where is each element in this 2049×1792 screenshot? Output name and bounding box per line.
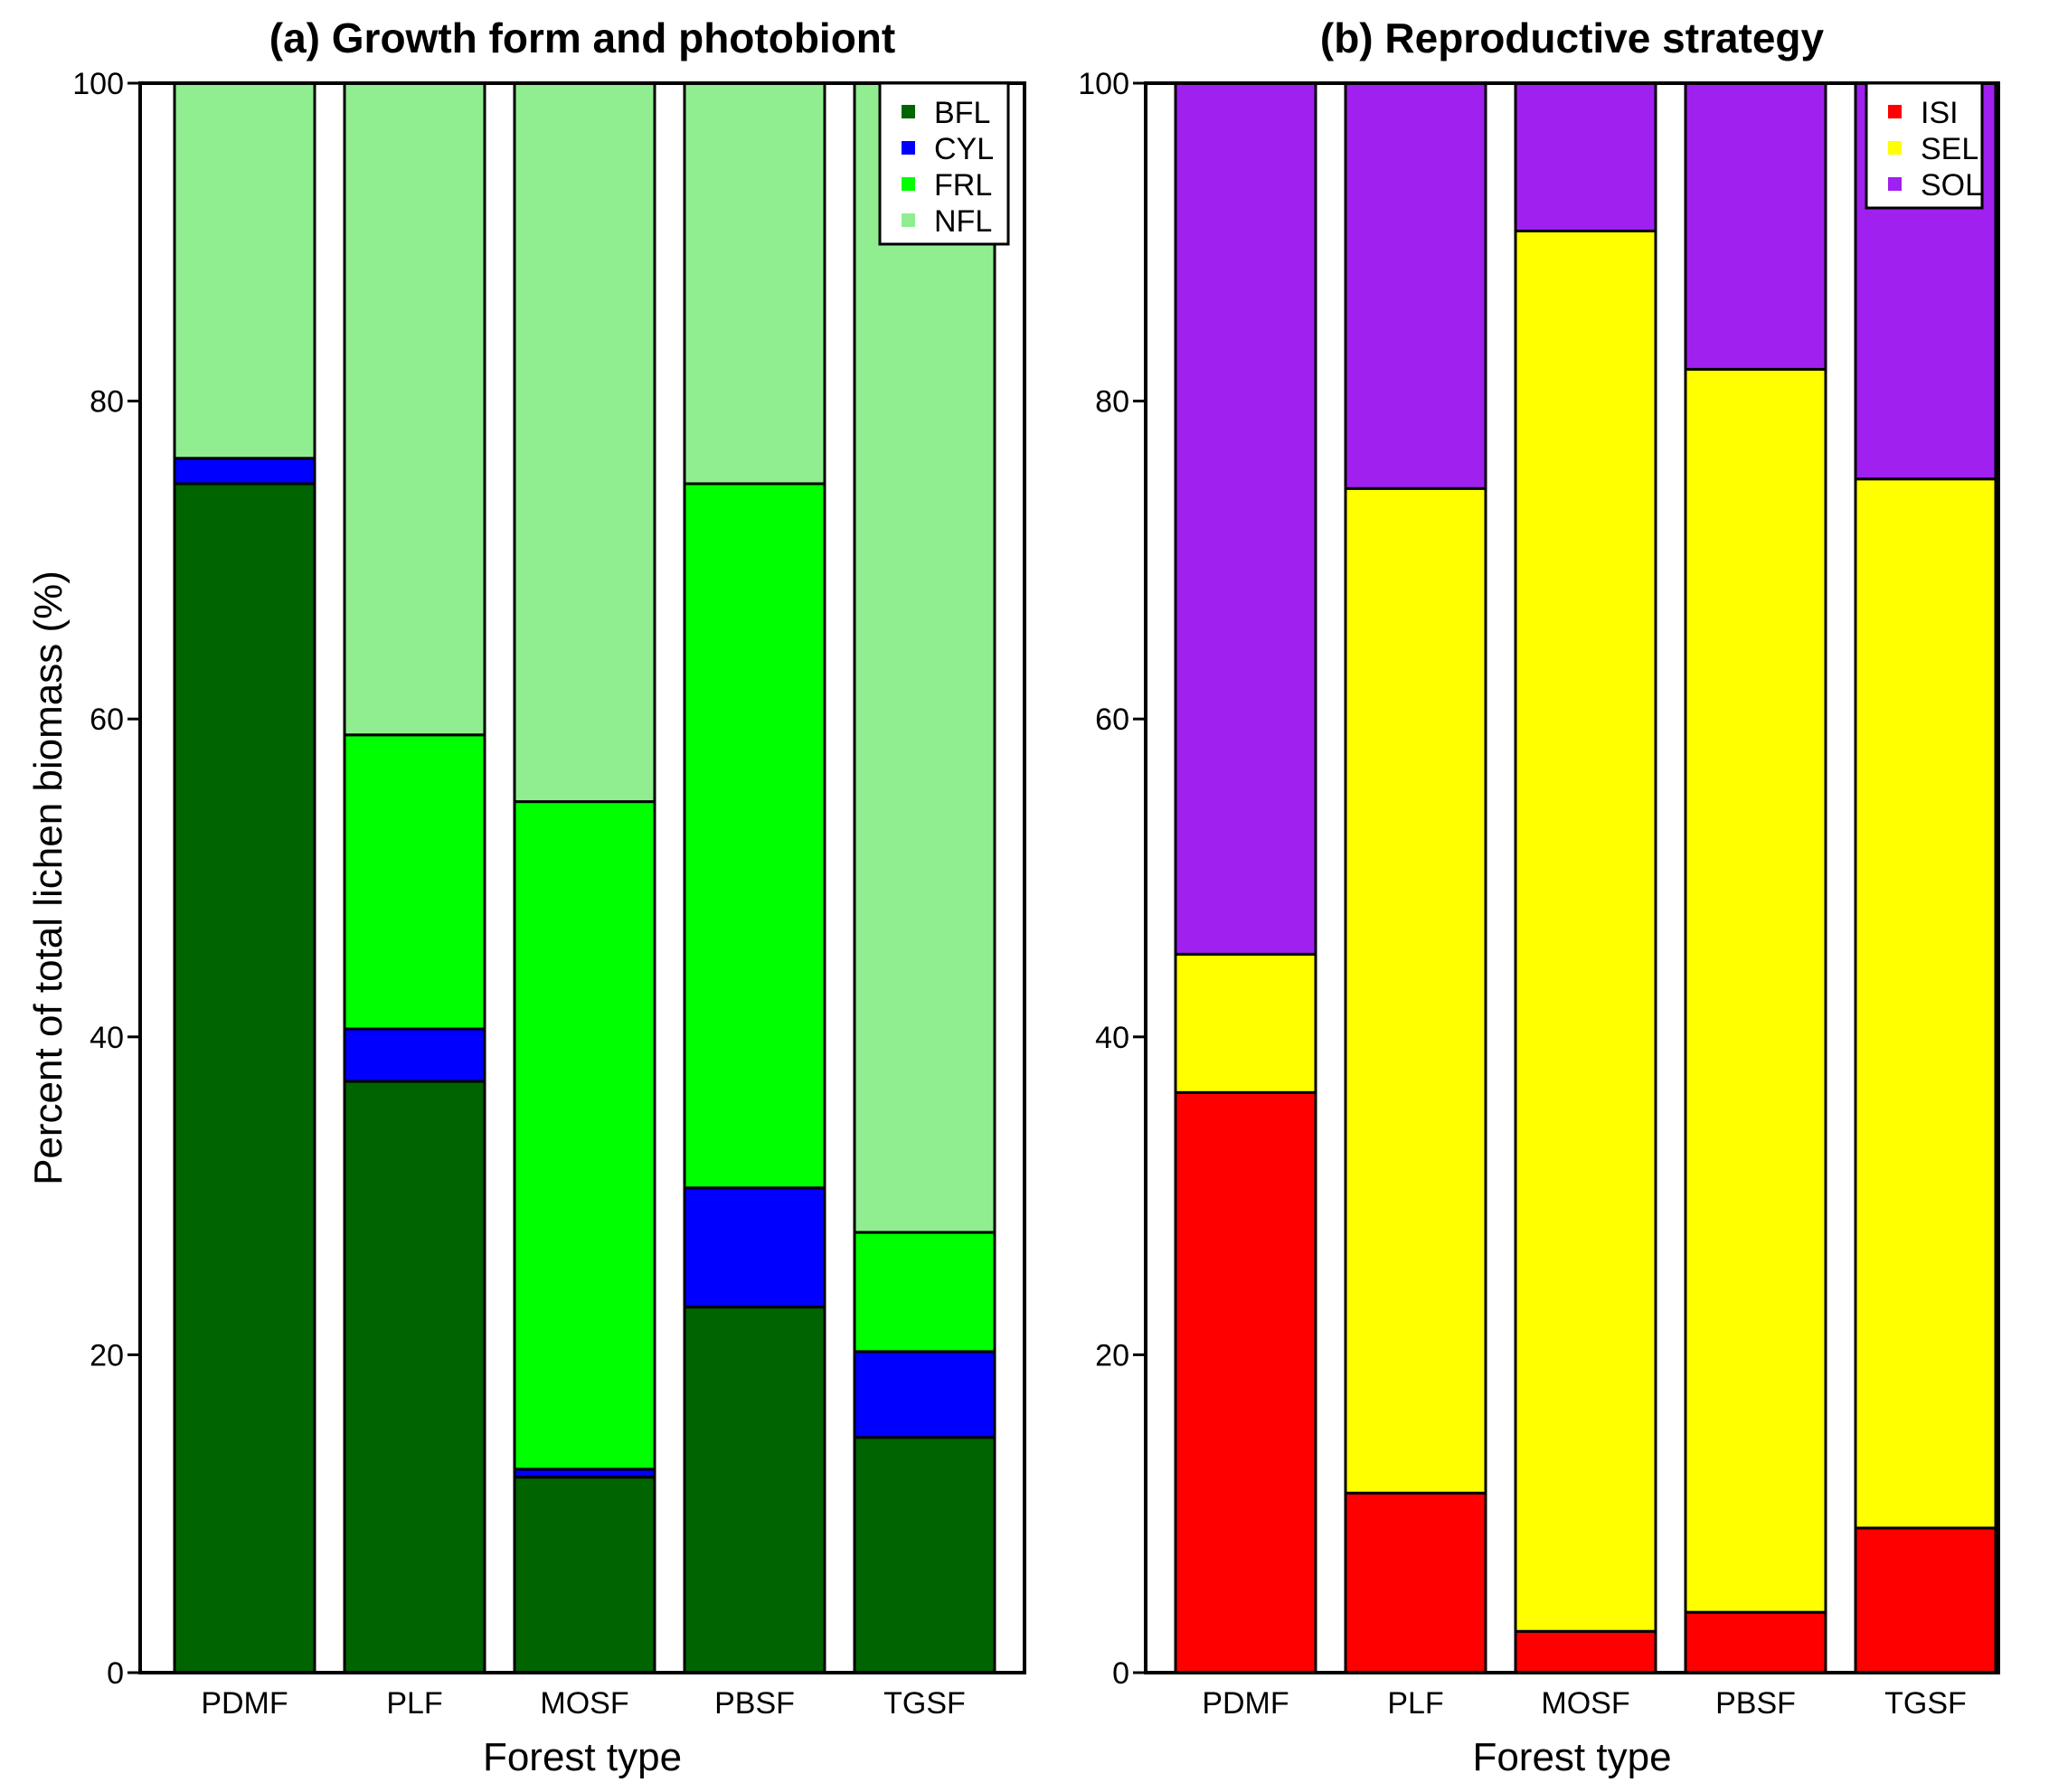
- panel-a-legend-label-bfl: BFL: [934, 96, 990, 130]
- panel-b-bar-pdmf-sel: [1174, 952, 1317, 1094]
- panel-a-xtick-label-mosf: MOSF: [540, 1686, 628, 1721]
- panel-b-bar-pbsf-sel: [1684, 367, 1827, 1614]
- panel-a-ytick-label-80: 80: [90, 385, 124, 420]
- panel-a-legend-label-frl: FRL: [934, 168, 992, 203]
- panel-b-legend-swatch-sol: [1888, 177, 1902, 191]
- panel-b-xtick-label-tgsf: TGSF: [1884, 1686, 1967, 1721]
- panel-b-ytick-label-40: 40: [1095, 1021, 1129, 1055]
- panel-b-bar-tgsf-sel: [1854, 477, 1997, 1530]
- panel-a-y-axis-label: Percent of total lichen biomass (%): [26, 571, 71, 1185]
- panel-b-ytick-label-20: 20: [1095, 1338, 1129, 1372]
- panel-a-legend-swatch-bfl: [902, 105, 915, 118]
- panel-b: (b) Reproductive strategy 0 20 40 60 80 100 PDM…: [1078, 14, 2000, 1779]
- panel-b-legend-label-sel: SEL: [1921, 132, 1978, 166]
- panel-a-legend-swatch-cyl: [902, 141, 915, 155]
- panel-a: (a) Growth form and photobiont 0 20 40 60 80 1…: [26, 14, 1026, 1779]
- panel-b-x-axis-label: Forest type: [1472, 1735, 1671, 1779]
- panel-b-bar-pdmf-isi: [1174, 1090, 1317, 1674]
- panel-b-title: (b) Reproductive strategy: [1320, 14, 1825, 61]
- panel-b-bar-mosf-sel: [1514, 229, 1657, 1633]
- panel-b-legend-swatch-isi: [1888, 105, 1902, 118]
- panel-a-bar-tgsf-bfl: [853, 1436, 996, 1674]
- panel-a-bar-mosf-frl: [513, 800, 656, 1471]
- panel-b-bar-pbsf-sol: [1684, 81, 1827, 371]
- panel-a-bar-tgsf-nfl: [853, 81, 996, 1234]
- panel-a-legend-label-nfl: NFL: [934, 204, 992, 239]
- panel-b-ytick-label-100: 100: [1078, 67, 1129, 101]
- panel-a-ytick-label-20: 20: [90, 1338, 124, 1372]
- panel-b-bar-plf-isi: [1344, 1491, 1487, 1674]
- panel-a-bar-plf-nfl: [343, 81, 486, 737]
- panel-a-bar-tgsf-frl: [853, 1231, 996, 1353]
- panel-a-bar-pbsf-bfl: [683, 1306, 826, 1674]
- panel-b-ytick-label-0: 0: [1112, 1656, 1129, 1691]
- panel-b-xtick-label-mosf: MOSF: [1541, 1686, 1629, 1721]
- panel-a-bar-plf-cyl: [343, 1027, 486, 1083]
- panel-a-bar-plf-frl: [343, 733, 486, 1031]
- panel-a-legend-label-cyl: CYL: [934, 132, 994, 166]
- panel-b-xtick-label-pbsf: PBSF: [1715, 1686, 1796, 1721]
- panel-b-bar-pdmf-sol: [1174, 81, 1317, 956]
- panel-b-bar-mosf-isi: [1514, 1629, 1657, 1674]
- panel-a-ytick-label-40: 40: [90, 1021, 124, 1055]
- panel-a-legend-swatch-frl: [902, 177, 915, 191]
- panel-a-bar-pdmf-bfl: [173, 482, 316, 1674]
- panel-a-xtick-label-tgsf: TGSF: [883, 1686, 966, 1721]
- panel-a-xtick-label-pbsf: PBSF: [714, 1686, 795, 1721]
- panel-a-bar-mosf-bfl: [513, 1476, 656, 1674]
- panel-a-bar-plf-bfl: [343, 1080, 486, 1674]
- panel-b-ytick-label-60: 60: [1095, 703, 1129, 737]
- panel-b-xtick-label-pdmf: PDMF: [1202, 1686, 1289, 1721]
- panel-a-legend-swatch-nfl: [902, 213, 915, 227]
- panel-b-legend-swatch-sel: [1888, 141, 1902, 155]
- panel-a-plot-frame: [138, 81, 1026, 1674]
- panel-a-bar-pdmf-nfl: [173, 81, 316, 460]
- panel-b-plot-frame: [1144, 81, 2000, 1674]
- panel-a-ytick-label-60: 60: [90, 703, 124, 737]
- panel-a-bar-pbsf-frl: [683, 482, 826, 1190]
- panel-b-bar-mosf-sol: [1514, 81, 1657, 232]
- panel-b-legend-label-isi: ISI: [1921, 96, 1959, 130]
- panel-a-ytick-label-0: 0: [107, 1656, 124, 1691]
- panel-a-bar-tgsf-cyl: [853, 1350, 996, 1439]
- panel-a-x-axis-label: Forest type: [483, 1735, 682, 1779]
- panel-a-xtick-label-plf: PLF: [386, 1686, 442, 1721]
- panel-a-title: (a) Growth form and photobiont: [269, 14, 895, 61]
- panel-a-bar-pdmf-cyl: [173, 457, 316, 486]
- panel-b-bar-plf-sel: [1344, 486, 1487, 1495]
- panel-a-bar-pbsf-cyl: [683, 1186, 826, 1309]
- panel-b-bar-pbsf-isi: [1684, 1610, 1827, 1674]
- panel-b-legend-label-sol: SOL: [1921, 168, 1982, 203]
- panel-b-legend-box: [1865, 81, 1984, 210]
- panel-b-bar-plf-sol: [1344, 81, 1487, 490]
- panel-a-legend-box: [878, 81, 1010, 246]
- panel-a-ytick-label-100: 100: [72, 67, 124, 101]
- panel-a-bar-pbsf-nfl: [683, 81, 826, 486]
- panel-b-ytick-label-80: 80: [1095, 385, 1129, 420]
- panel-a-bar-mosf-nfl: [513, 81, 656, 804]
- panel-b-xtick-label-plf: PLF: [1387, 1686, 1443, 1721]
- panel-b-bar-tgsf-isi: [1854, 1526, 1997, 1674]
- panel-a-xtick-label-pdmf: PDMF: [201, 1686, 288, 1721]
